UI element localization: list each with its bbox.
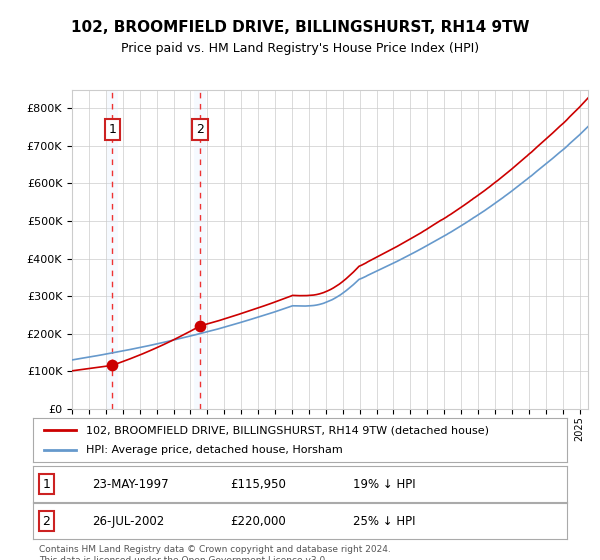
Bar [107,90,118,409]
Text: 102, BROOMFIELD DRIVE, BILLINGSHURST, RH14 9TW: 102, BROOMFIELD DRIVE, BILLINGSHURST, RH… [71,20,529,35]
Point [195,321,205,330]
Text: 25% ↓ HPI: 25% ↓ HPI [353,515,416,528]
Bar [194,90,206,409]
Text: HPI: Average price, detached house, Horsham: HPI: Average price, detached house, Hors… [86,445,343,455]
Text: 102, BROOMFIELD DRIVE, BILLINGSHURST, RH14 9TW (detached house): 102, BROOMFIELD DRIVE, BILLINGSHURST, RH… [86,425,490,435]
Text: 26-JUL-2002: 26-JUL-2002 [92,515,164,528]
Text: 1: 1 [109,123,116,136]
Text: Contains HM Land Registry data © Crown copyright and database right 2024.
This d: Contains HM Land Registry data © Crown c… [39,545,391,560]
Text: 2: 2 [43,515,50,528]
Text: £220,000: £220,000 [230,515,286,528]
Point [107,361,117,370]
Text: 2: 2 [196,123,204,136]
Text: £115,950: £115,950 [230,478,286,491]
Text: Price paid vs. HM Land Registry's House Price Index (HPI): Price paid vs. HM Land Registry's House … [121,42,479,55]
Text: 1: 1 [43,478,50,491]
Text: 23-MAY-1997: 23-MAY-1997 [92,478,169,491]
Text: 19% ↓ HPI: 19% ↓ HPI [353,478,416,491]
